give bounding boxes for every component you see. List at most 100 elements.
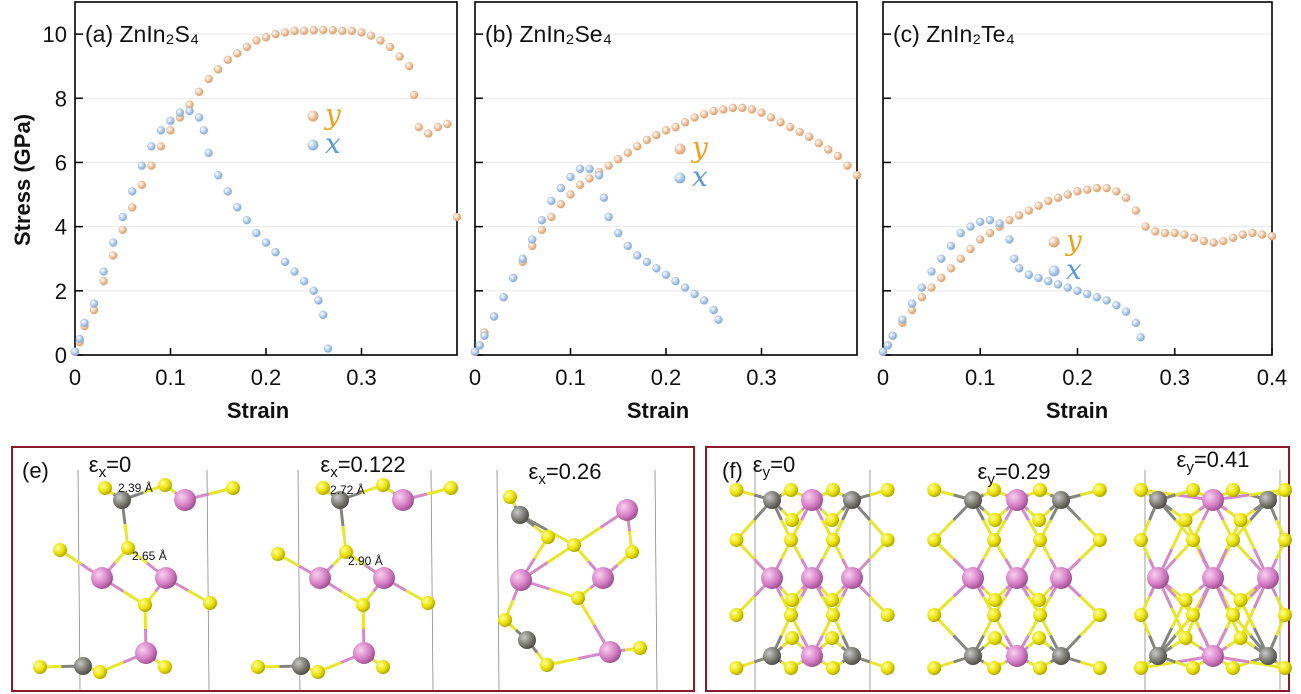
data-point (1210, 239, 1218, 247)
panel-label: (e) (22, 458, 49, 483)
legend-marker (1049, 266, 1060, 277)
atom (785, 513, 799, 527)
data-point (777, 118, 785, 126)
data-point (377, 37, 385, 45)
data-point (319, 311, 327, 319)
atom (53, 543, 67, 557)
data-point (205, 75, 213, 83)
data-point (1074, 287, 1082, 295)
data-point (1200, 237, 1208, 245)
y-tick-label: 4 (55, 215, 67, 240)
atom (927, 483, 941, 497)
atom (1032, 593, 1046, 607)
legend-marker (308, 140, 319, 151)
y-tick-label: 10 (43, 22, 67, 47)
atom (251, 660, 265, 674)
atom (729, 661, 743, 675)
atom (987, 533, 1001, 547)
atom (1147, 567, 1169, 589)
data-point (976, 218, 984, 226)
plot-frame (883, 2, 1272, 355)
data-point (329, 26, 337, 34)
data-point (834, 152, 842, 160)
chart: 024681000.10.20.3(a) ZnIn₂S₄StrainStress… (10, 2, 461, 423)
atom (1226, 533, 1240, 547)
legend-label: x (325, 127, 341, 160)
data-point (633, 142, 641, 150)
atom (987, 661, 1001, 675)
data-point (1025, 207, 1033, 215)
data-point (300, 277, 308, 285)
data-point (1035, 202, 1043, 210)
data-point (662, 271, 670, 279)
x-tick-label: 0.1 (965, 365, 996, 390)
data-point (252, 37, 260, 45)
data-point (538, 216, 546, 224)
atom (158, 478, 172, 492)
atom (1278, 483, 1292, 497)
atom (1033, 661, 1047, 675)
x-tick-label: 0.2 (651, 365, 682, 390)
data-point (147, 142, 155, 150)
data-point (176, 109, 184, 117)
atom (729, 533, 743, 547)
atom (1234, 631, 1248, 645)
data-point (128, 187, 136, 195)
atom (1033, 533, 1047, 547)
data-point (157, 142, 165, 150)
atom (801, 645, 823, 667)
x-tick-label: 0.3 (746, 365, 777, 390)
data-point (928, 284, 936, 292)
data-point (691, 290, 699, 298)
atom (540, 658, 554, 672)
atom (74, 657, 92, 675)
data-point (291, 268, 299, 276)
data-point (1064, 191, 1072, 199)
x-tick-label: 0.1 (155, 365, 186, 390)
data-point (758, 109, 766, 117)
atom (633, 641, 647, 655)
data-point (138, 181, 146, 189)
strain-value: =0.29 (995, 459, 1051, 484)
data-point (324, 345, 332, 353)
atom (571, 591, 585, 605)
atom (784, 533, 798, 547)
atom (1226, 661, 1240, 675)
atom (1134, 661, 1148, 675)
data-point (1074, 187, 1082, 195)
data-point (681, 118, 689, 126)
atom (1052, 647, 1070, 665)
data-point (186, 107, 194, 115)
atom (927, 608, 941, 622)
data-point (614, 155, 622, 163)
data-point (567, 191, 575, 199)
data-point (957, 229, 965, 237)
atom (616, 499, 638, 521)
data-point (805, 133, 813, 141)
atom (1149, 491, 1167, 509)
data-point (100, 268, 108, 276)
cell-lines (78, 470, 1280, 690)
atom (785, 593, 799, 607)
atom (1186, 661, 1200, 675)
data-point (1239, 231, 1247, 239)
data-point (624, 149, 632, 157)
data-point (214, 65, 222, 73)
data-point (509, 274, 517, 282)
data-point (405, 62, 413, 70)
data-point (796, 128, 804, 136)
chart-title: (c) ZnIn₂Te₄ (893, 21, 1015, 47)
data-point (853, 171, 861, 179)
atom (511, 506, 529, 524)
data-point (490, 312, 498, 320)
legend-marker (675, 144, 686, 155)
atom (158, 660, 172, 674)
x-tick-label: 0 (469, 365, 481, 390)
data-point (300, 27, 308, 35)
atom (33, 660, 47, 674)
data-point (443, 120, 451, 128)
data-point (908, 300, 916, 308)
data-point (410, 91, 418, 99)
data-point (557, 184, 565, 192)
data-point (967, 223, 975, 231)
